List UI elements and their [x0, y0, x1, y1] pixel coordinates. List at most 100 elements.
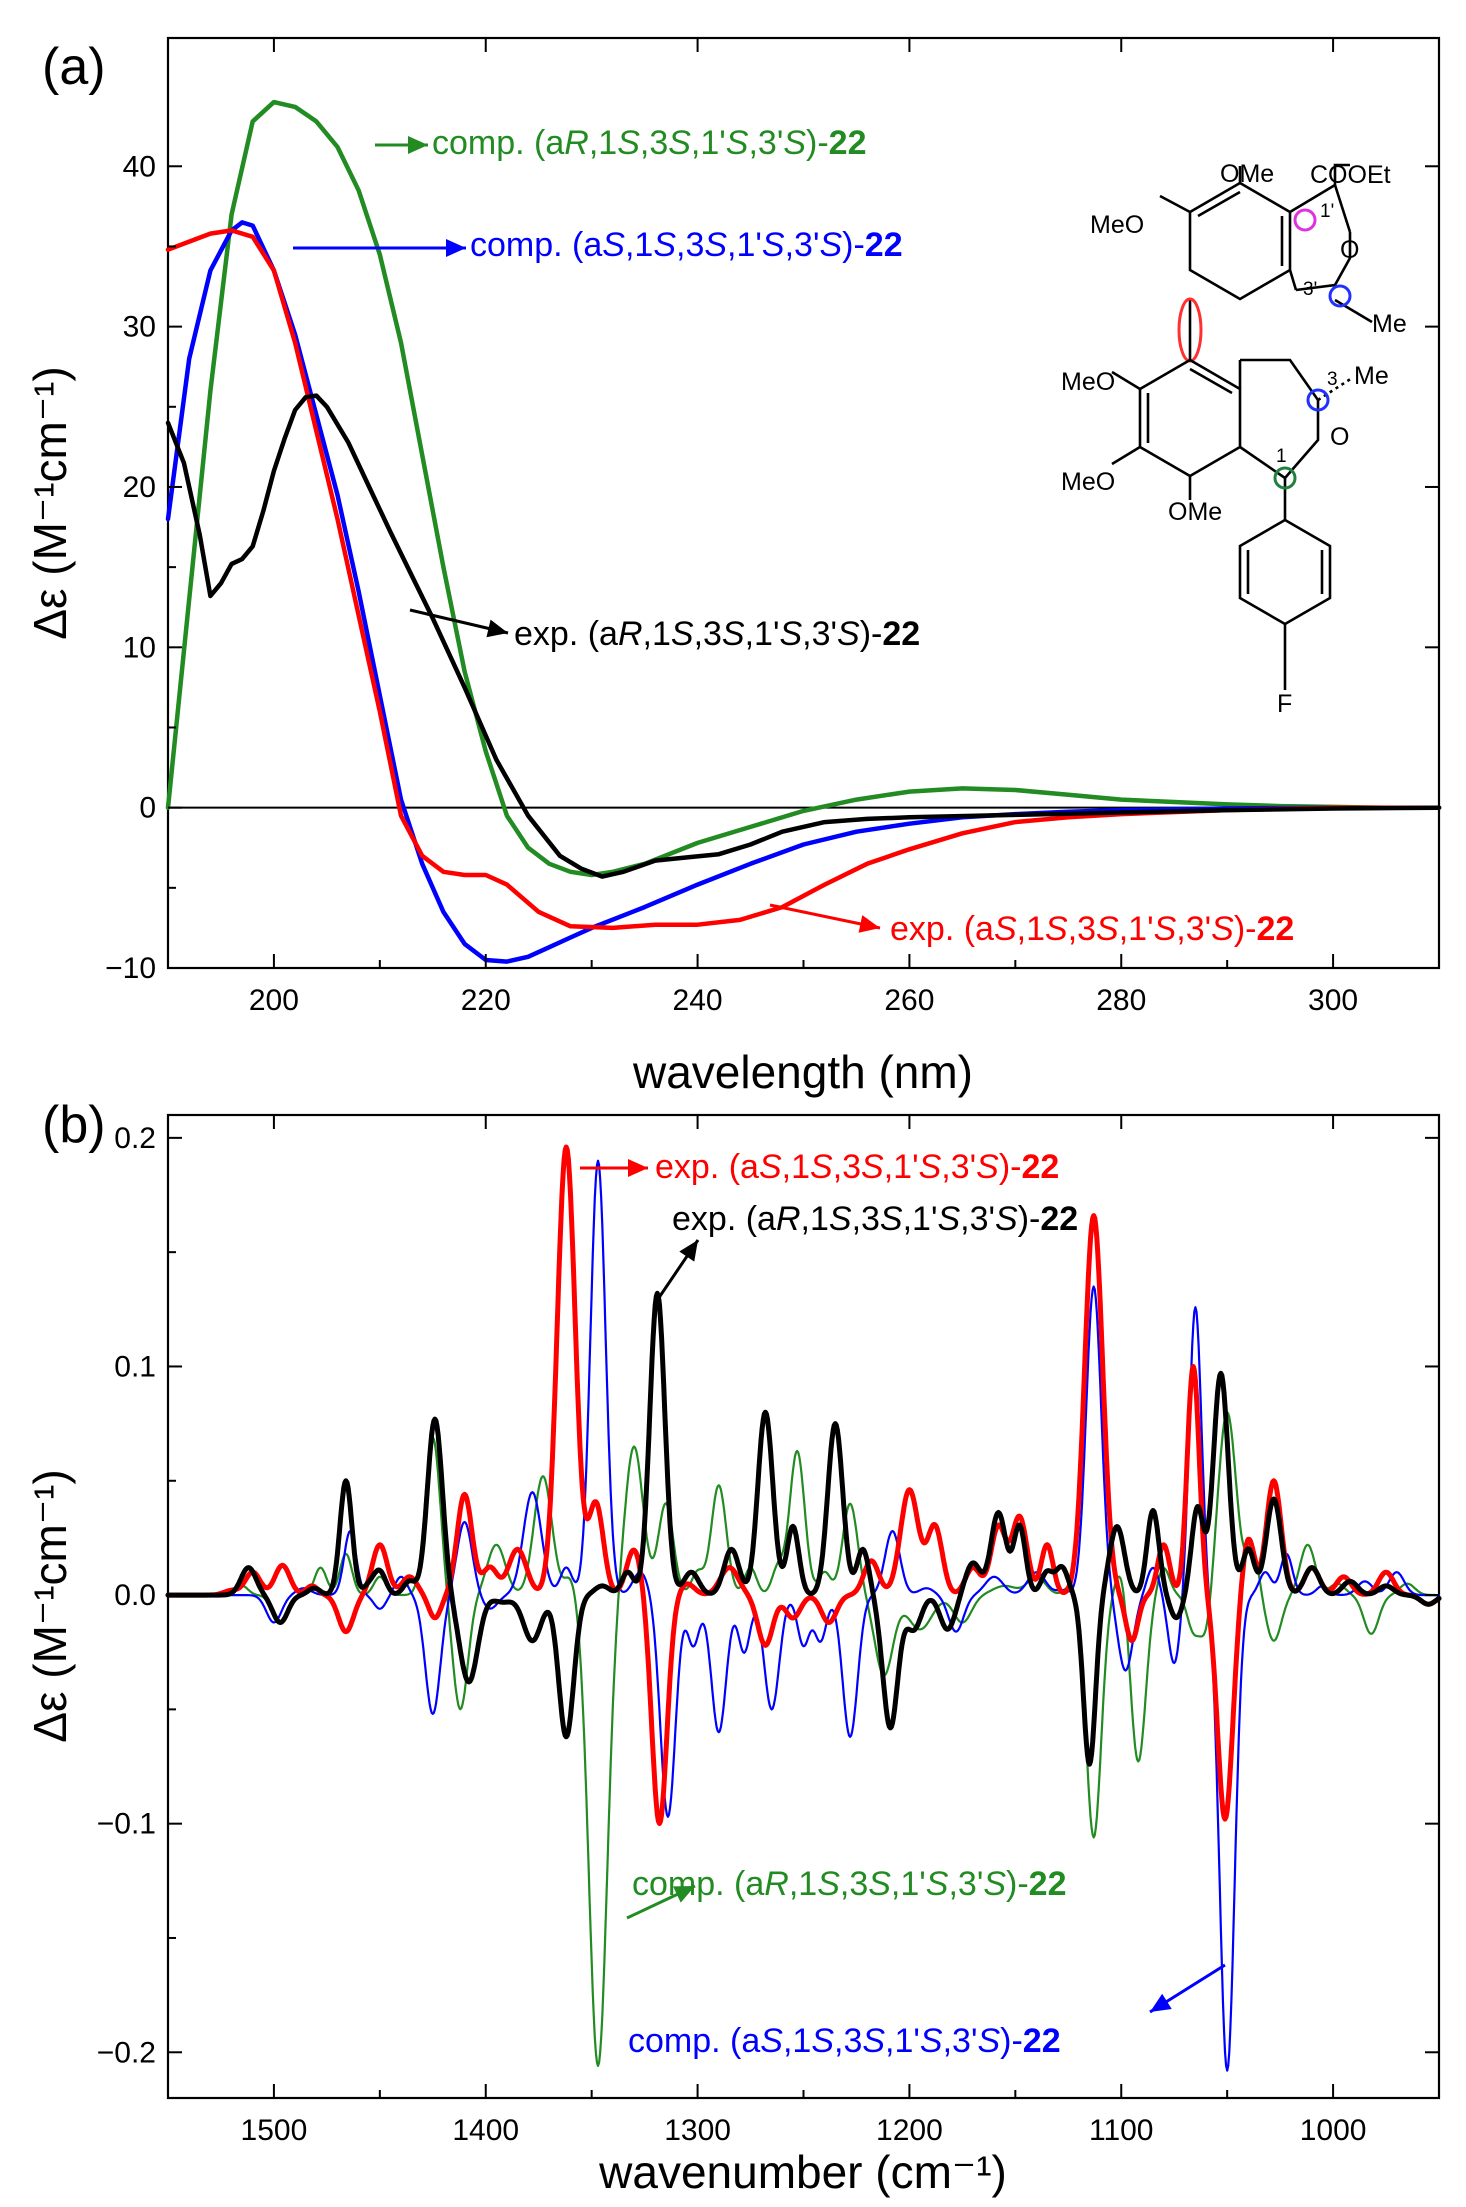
- annotation-part: S: [937, 1200, 960, 1238]
- label-pos-3p: 3': [1303, 279, 1317, 300]
- annotation-part: ,3': [948, 1865, 983, 1903]
- panel-a-cd-spectrum: (a) 200 220 240 260 280 300 −10 0 10 20 30 40 wavel…: [24, 36, 1442, 1098]
- annotation-part: ,1: [643, 615, 671, 653]
- annotation-part: )-: [1234, 910, 1257, 948]
- annotation-label-b-1: exp. (aR,1S,3S,1'S,3'S)-22: [672, 1200, 1078, 1238]
- annotation-part: ,3: [834, 2022, 862, 2060]
- x-tick-label: 260: [884, 984, 934, 1017]
- panel-b-label: (b): [42, 1096, 106, 1154]
- annotation-part: ,1': [891, 1865, 926, 1903]
- label-f-atom: F: [1277, 690, 1292, 718]
- annotation-part: ,3': [802, 615, 837, 653]
- label-o-low: O: [1330, 423, 1349, 451]
- label-cooet: COOEt: [1310, 161, 1391, 189]
- panel-a-x-axis-title: wavelength (nm): [632, 1046, 973, 1098]
- annotation-part: ,1': [745, 615, 780, 653]
- x-tick-label: 220: [461, 984, 511, 1017]
- panel-b-ticks: 1500 1400 1300 1200 1100 1000 −0.2 −0.1 0.0 0.1 0.…: [97, 1115, 1439, 2147]
- x-tick-label: 1500: [241, 2114, 308, 2147]
- annotation-part: ,1': [903, 1200, 938, 1238]
- annotation-part: ,1': [691, 124, 726, 162]
- label-ome-top: OMe: [1220, 160, 1274, 188]
- annotation-part: R: [764, 1865, 789, 1903]
- annotation-part: S: [779, 615, 802, 653]
- y-tick-label: 30: [123, 311, 156, 344]
- annotation-part: )-: [806, 124, 829, 162]
- annotation-part: S: [977, 2022, 1000, 2060]
- annotation-part: ,1': [1119, 910, 1154, 948]
- annotation-part: S: [868, 1865, 891, 1903]
- annotation-part: ,1: [789, 1865, 817, 1903]
- annotation-part: exp. (a: [890, 910, 994, 948]
- annotation-label-b-0: exp. (aS,1S,3S,1'S,3'S)-22: [655, 1148, 1059, 1186]
- x-tick-label: 280: [1096, 984, 1146, 1017]
- upper-benzene-ring: [1188, 181, 1292, 301]
- annotation-part: comp. (a: [432, 124, 564, 162]
- annotation-part: ,3: [694, 615, 722, 653]
- upper-pyran-bonds: [1295, 232, 1352, 292]
- label-ome-bottom: OMe: [1168, 498, 1222, 526]
- annotation-part: ,1': [885, 2022, 920, 2060]
- annotation-part: R: [564, 124, 589, 162]
- annotation-part: )-: [860, 615, 883, 653]
- annotation-part: exp. (a: [655, 1148, 759, 1186]
- label-me-mid: Me: [1354, 362, 1389, 390]
- annotation-label-a-0: comp. (aR,1S,3S,1'S,3'S)-22: [432, 124, 867, 162]
- annotation-arrowhead: [858, 915, 880, 933]
- annotation-part: ,3: [840, 1865, 868, 1903]
- annotation-part: exp. (a: [514, 615, 618, 653]
- panel-a-ticks: 200 220 240 260 280 300 −10 0 10 20 30 40: [105, 38, 1439, 1017]
- panel-b-series-2: [165, 1144, 1442, 1826]
- annotation-part: ,1: [782, 1148, 810, 1186]
- annotation-arrowhead: [673, 1886, 695, 1903]
- annotation-part: S: [994, 910, 1017, 948]
- y-tick-label: −0.1: [97, 1808, 156, 1841]
- annotation-part: 22: [1040, 1200, 1078, 1238]
- annotation-part: ,3: [1068, 910, 1096, 948]
- annotation-part: S: [810, 1148, 833, 1186]
- y-tick-label: 20: [123, 471, 156, 504]
- panel-a-series-3: [165, 393, 1442, 879]
- annotation-part: )-: [1006, 1865, 1029, 1903]
- annotation-part: comp. (a: [470, 226, 602, 264]
- annotation-part: S: [726, 124, 749, 162]
- y-tick-label: 0: [139, 792, 156, 825]
- panel-b-series-0: [166, 1411, 1441, 2067]
- annotation-part: ,1: [783, 2022, 811, 2060]
- annotation-part: ,3: [833, 1148, 861, 1186]
- panel-b-series-3: [165, 1290, 1442, 1767]
- annotation-part: )-: [1000, 2022, 1023, 2060]
- stereocenter-3p-marker: [1328, 284, 1352, 308]
- annotation-part: S: [920, 2022, 943, 2060]
- annotation-part: S: [671, 615, 694, 653]
- y-tick-label: 10: [123, 631, 156, 664]
- annotation-arrowhead: [446, 239, 466, 257]
- x-tick-label: 240: [673, 984, 723, 1017]
- label-pos-1: 1: [1276, 446, 1287, 467]
- y-tick-label: 0.2: [114, 1122, 156, 1155]
- label-pos-3: 3: [1327, 369, 1338, 390]
- panel-a-series-2: [165, 228, 1442, 931]
- annotation-part: S: [829, 1200, 852, 1238]
- annotation-part: ,1: [589, 124, 617, 162]
- label-o-top: O: [1340, 236, 1359, 264]
- annotation-part: 22: [1256, 910, 1294, 948]
- annotation-part: exp. (a: [672, 1200, 776, 1238]
- x-tick-label: 1200: [876, 2114, 943, 2147]
- annotation-part: ,3': [785, 226, 820, 264]
- annotation-part: 22: [865, 226, 903, 264]
- label-meo-mid: MeO: [1061, 368, 1115, 396]
- annotation-part: S: [617, 124, 640, 162]
- annotation-part: S: [760, 2022, 783, 2060]
- x-tick-label: 1100: [1089, 2114, 1154, 2147]
- label-pos-1p: 1': [1320, 201, 1334, 222]
- y-tick-label: −10: [105, 952, 156, 985]
- panel-b-series-1: [166, 1159, 1441, 2072]
- lower-benzene-ring: [1138, 358, 1242, 478]
- annotation-arrowhead: [679, 1240, 698, 1262]
- annotation-part: ,3': [943, 2022, 978, 2060]
- annotation-arrowhead: [628, 1159, 648, 1177]
- annotation-part: S: [861, 1148, 884, 1186]
- annotation-part: S: [1096, 910, 1119, 948]
